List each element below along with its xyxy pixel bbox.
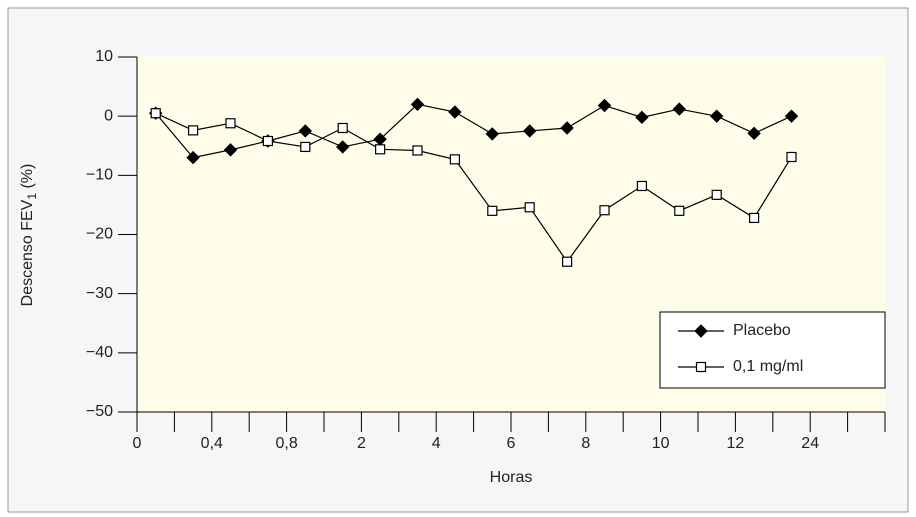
x-axis-label: Horas	[490, 469, 533, 486]
diamond-marker	[694, 324, 708, 338]
diamond-marker	[709, 109, 724, 123]
legend-label: Placebo	[733, 322, 791, 339]
legend: Placebo 0,1 mg/ml	[659, 311, 886, 389]
square-marker	[786, 151, 797, 163]
diamond-marker	[223, 143, 238, 157]
diamond-marker	[485, 127, 500, 141]
x-tick-label: 2	[357, 435, 366, 452]
series-line	[155, 112, 793, 263]
square-marker	[711, 189, 722, 200]
diamond-marker	[784, 109, 799, 123]
square-marker	[300, 141, 311, 153]
y-axis-label: Descenso FEV1 (%)	[19, 164, 39, 307]
legend-box	[659, 311, 886, 389]
square-marker	[599, 205, 610, 216]
square-marker	[188, 125, 199, 136]
y-tick-label: 10	[95, 48, 113, 65]
x-tick-label: 10	[652, 435, 670, 452]
diamond-marker	[410, 97, 425, 112]
square-marker	[695, 361, 707, 373]
diamond-marker	[672, 102, 687, 116]
y-label-suffix: (%)	[19, 164, 36, 193]
square-marker	[748, 212, 760, 224]
y-tick-label: −50	[86, 403, 113, 420]
y-tick-label: −20	[86, 226, 113, 243]
diamond-marker	[448, 105, 462, 119]
diamond-marker	[335, 140, 350, 154]
y-label-main: Descenso FEV	[19, 199, 36, 306]
x-tick-label: 8	[581, 435, 590, 452]
square-marker	[524, 202, 535, 213]
diamond-marker	[560, 121, 574, 135]
square-marker	[674, 205, 685, 216]
series-line	[155, 103, 792, 159]
square-marker	[337, 122, 348, 134]
square-marker	[225, 118, 236, 129]
x-tick-label: 4	[432, 435, 441, 452]
diamond-marker	[597, 98, 612, 113]
x-tick-label: 12	[727, 435, 745, 452]
square-marker	[375, 144, 386, 155]
x-tick-label: 0	[133, 435, 142, 452]
square-marker	[487, 205, 498, 216]
diamond-marker	[522, 124, 537, 138]
y-tick-label: −40	[86, 344, 113, 361]
y-label-subscript: 1	[25, 193, 39, 200]
square-marker	[150, 108, 161, 119]
diamond-marker	[747, 126, 761, 141]
diamond-marker	[635, 110, 649, 125]
diamond-marker	[298, 124, 313, 138]
y-tick-label: −10	[86, 167, 113, 184]
diamond-marker	[186, 150, 200, 165]
x-tick-label: 0,4	[201, 435, 223, 452]
y-tick-label: −30	[86, 285, 113, 302]
square-marker	[412, 145, 423, 156]
square-marker	[561, 256, 573, 267]
legend-label: 0,1 mg/ml	[733, 358, 803, 375]
x-tick-label: 0,8	[275, 435, 297, 452]
x-tick-label: 6	[507, 435, 516, 452]
square-marker	[636, 180, 648, 192]
square-marker	[262, 135, 273, 147]
x-tick-label: 24	[801, 435, 819, 452]
square-marker	[449, 154, 460, 165]
y-tick-label: 0	[104, 107, 113, 124]
